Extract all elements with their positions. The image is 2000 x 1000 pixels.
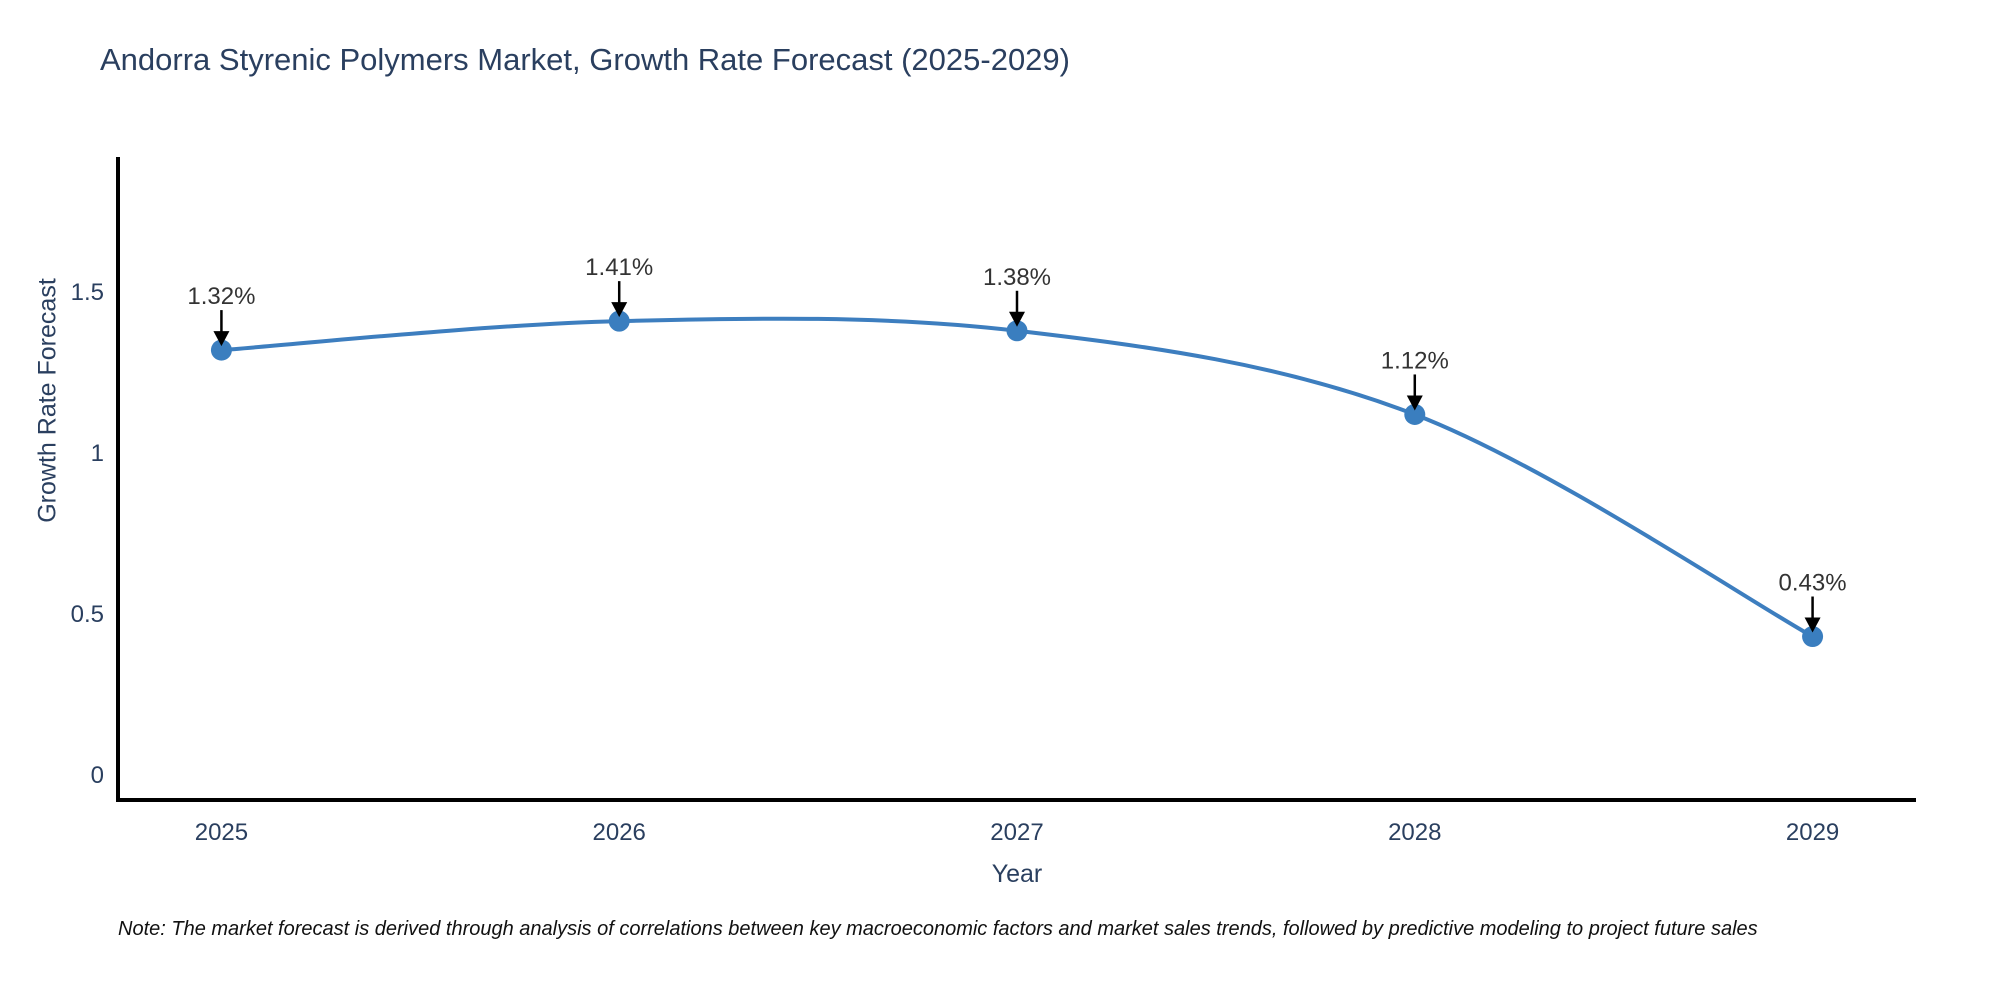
annotation-label: 1.12% — [1381, 347, 1449, 374]
footnote: Note: The market forecast is derived thr… — [118, 918, 1758, 940]
data-point-marker — [1802, 626, 1824, 648]
data-point-marker — [608, 310, 630, 332]
x-tick-label: 2027 — [990, 819, 1043, 846]
data-point-marker — [1404, 403, 1426, 425]
x-tick-label: 2025 — [195, 819, 248, 846]
x-tick-label: 2026 — [593, 819, 646, 846]
data-point-marker — [1006, 320, 1028, 342]
x-tick-label: 2028 — [1388, 819, 1441, 846]
y-tick-label: 0.5 — [71, 601, 104, 628]
annotation-arrowhead — [1009, 311, 1025, 327]
data-point-marker — [210, 339, 232, 361]
y-axis-title: Growth Rate Forecast — [33, 278, 62, 523]
annotation-arrowhead — [1406, 395, 1423, 411]
annotation-label: 1.41% — [585, 254, 653, 281]
x-tick-label: 2029 — [1786, 819, 1839, 846]
chart-title: Andorra Styrenic Polymers Market, Growth… — [100, 42, 1070, 77]
trend-line — [219, 316, 1815, 639]
annotation-arrowhead — [213, 331, 230, 347]
annotation-arrowhead — [1804, 617, 1821, 633]
annotation-label: 1.38% — [983, 264, 1051, 291]
annotation-arrowhead — [611, 302, 628, 318]
annotation-label: 0.43% — [1779, 570, 1847, 597]
y-tick-label: 0 — [91, 762, 104, 789]
y-tick-label: 1 — [91, 440, 104, 467]
annotation-label: 1.32% — [187, 283, 255, 310]
y-tick-label: 1.5 — [71, 279, 104, 306]
x-axis-title: Year — [991, 860, 1043, 888]
